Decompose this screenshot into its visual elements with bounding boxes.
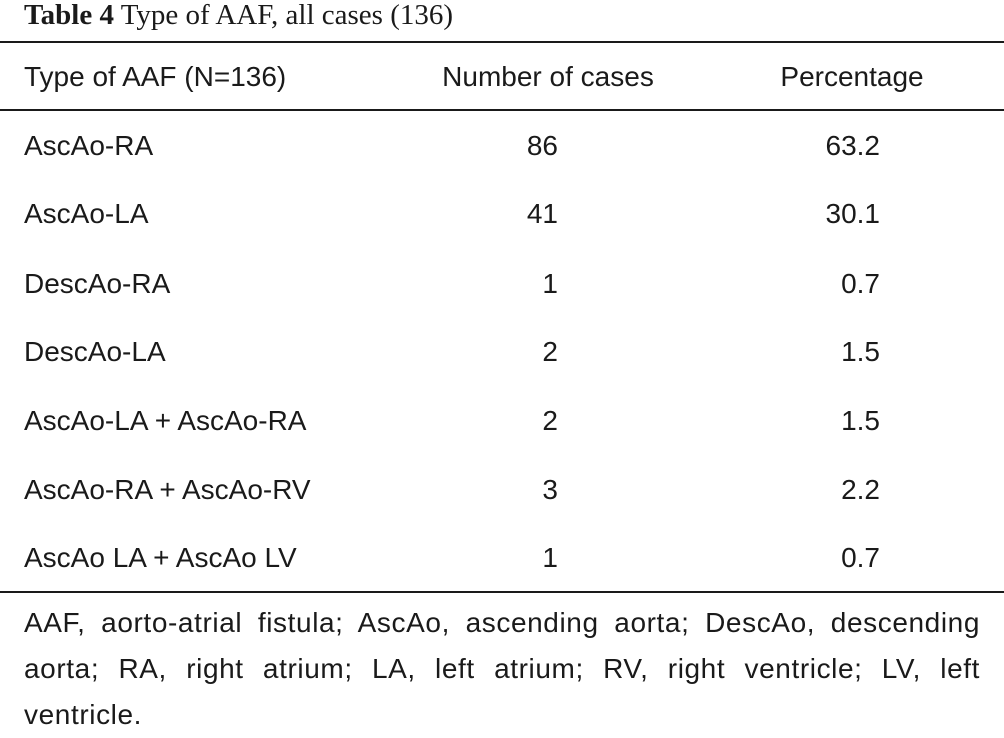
table-title: Type of AAF, all cases (136) (120, 0, 454, 31)
row-type: DescAo-LA (24, 336, 166, 367)
row-cases: 41 (526, 198, 558, 229)
row-percentage: 63.2 (825, 130, 881, 161)
row-percentage: 1.5 (841, 405, 880, 436)
top-rule (0, 41, 1004, 43)
row-percentage: 0.7 (841, 268, 880, 299)
table-number: Table 4 (24, 0, 114, 31)
header-percentage: Percentage (780, 61, 924, 92)
row-cases: 2 (542, 405, 558, 436)
header-type: Type of AAF (N=136) (24, 61, 287, 92)
row-cases: 1 (542, 542, 558, 573)
header-rule (0, 109, 1004, 111)
row-percentage: 0.7 (841, 542, 880, 573)
row-type: AscAo-LA + AscAo-RA (24, 405, 307, 436)
row-cases: 2 (542, 336, 558, 367)
bottom-rule (0, 591, 1004, 593)
row-type: AscAo-RA (24, 130, 154, 161)
row-type: AscAo-RA + AscAo-RV (24, 474, 311, 505)
row-percentage: 1.5 (841, 336, 880, 367)
row-percentage: 30.1 (825, 198, 881, 229)
row-type: AscAo LA + AscAo LV (24, 542, 297, 573)
table-footnote: AAF, aorto-atrial fistula; AscAo, ascend… (24, 607, 980, 730)
row-percentage: 2.2 (841, 474, 880, 505)
row-cases: 3 (542, 474, 558, 505)
row-cases: 1 (542, 268, 558, 299)
table-caption: Table 4 Type of AAF, all cases (136) (24, 0, 453, 36)
row-cases: 86 (526, 130, 558, 161)
row-type: AscAo-LA (24, 198, 149, 229)
header-cases: Number of cases (442, 61, 654, 92)
row-type: DescAo-RA (24, 268, 171, 299)
